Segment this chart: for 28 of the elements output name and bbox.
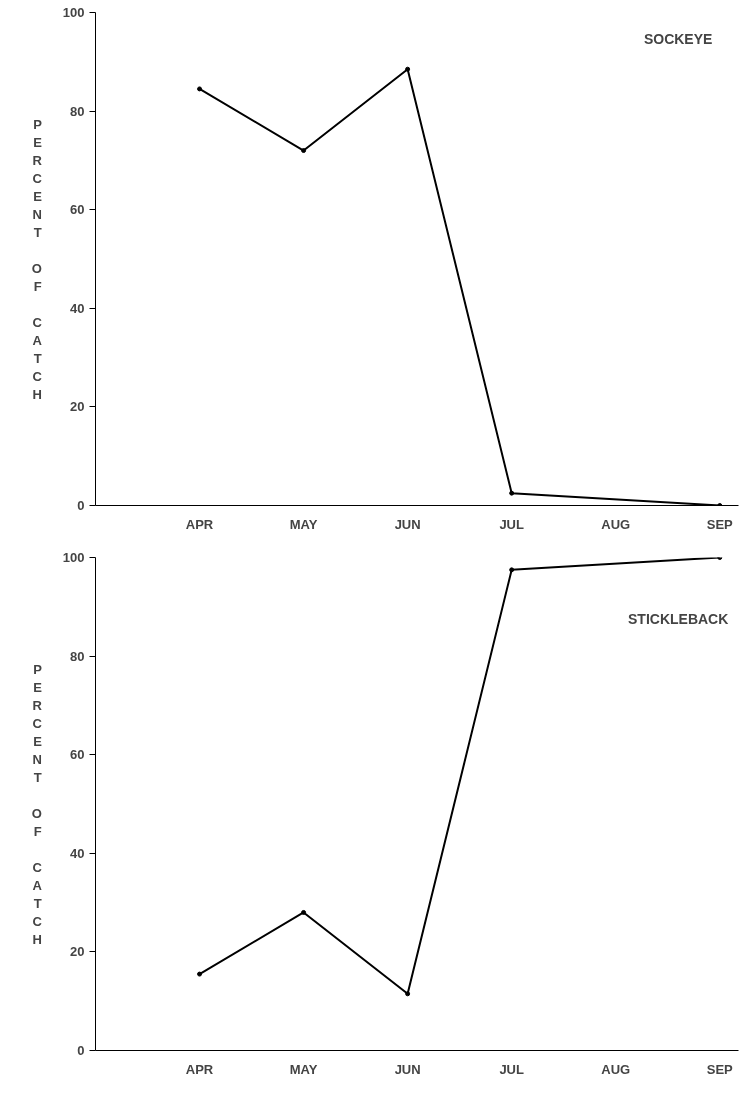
text: SOCKEYE [643,31,713,48]
x-tick-label: JUN [394,516,421,532]
y-tick-label: 80 [70,103,85,119]
x-tick-label: APR [185,1061,214,1077]
y-tick-label: 0 [77,1043,85,1058]
x-tick-label: JUL [499,516,525,532]
x-tick-label: AUG [601,1061,631,1077]
x-tick-label: JUL [499,1061,525,1077]
y-tick-label: 40 [70,300,85,316]
y-tick-label: 60 [70,747,85,763]
y-tick-label: 80 [70,648,85,664]
text: PERCENT OF CATCH [31,661,42,947]
x-tick-label: MAY [289,1061,318,1077]
text: STICKLEBACK [627,610,729,627]
y-tick-label: 100 [62,5,85,20]
text: PERCENT OF CATCH [31,116,42,402]
y-tick-label: 40 [70,845,85,861]
x-tick-label: JUN [394,1061,421,1077]
y-tick-label: 20 [70,399,85,415]
x-tick-label: SEP [706,516,734,532]
x-tick-label: APR [185,516,214,532]
y-tick-label: 0 [77,498,85,513]
x-tick-label: SEP [706,1061,734,1077]
y-tick-label: 60 [70,202,85,218]
y-tick-label: 20 [70,944,85,960]
x-tick-label: AUG [601,516,631,532]
x-tick-label: MAY [289,516,318,532]
y-tick-label: 100 [62,550,85,565]
